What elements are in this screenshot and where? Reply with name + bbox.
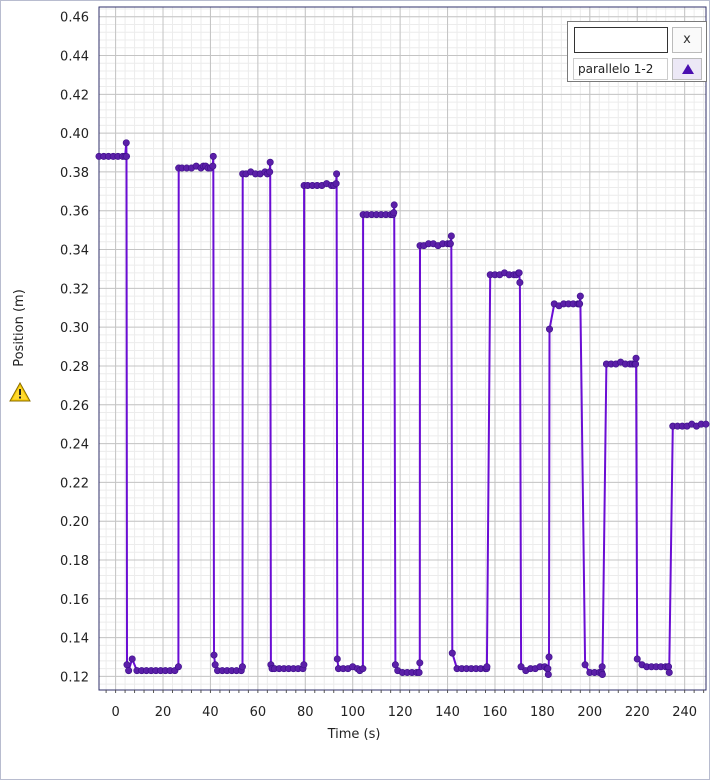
plot-border (98, 6, 707, 691)
y-tick-label: 0.18 (60, 554, 89, 569)
x-tick-label: 100 (340, 705, 365, 720)
y-tick-label: 0.32 (60, 282, 89, 297)
data-point[interactable] (359, 665, 367, 673)
data-point[interactable] (546, 325, 554, 333)
x-tick-label: 120 (388, 705, 413, 720)
triangle-marker-icon (682, 64, 694, 74)
data-point[interactable] (416, 659, 424, 667)
data-point[interactable] (702, 420, 710, 428)
x-axis-label: Time (s) (327, 727, 381, 742)
data-point[interactable] (332, 180, 340, 188)
data-point[interactable] (266, 168, 274, 176)
data-point[interactable] (665, 669, 673, 677)
data-point[interactable] (238, 663, 246, 671)
data-point[interactable] (209, 162, 217, 170)
y-tick-label: 0.16 (60, 593, 89, 608)
data-point[interactable] (123, 661, 131, 669)
legend-series-label: parallelo 1-2 (573, 58, 668, 80)
y-axis-label: Position (m) (12, 289, 27, 367)
x-tick-label: 80 (297, 705, 314, 720)
legend-series-marker-button[interactable] (672, 58, 702, 80)
x-tick-label: 200 (577, 705, 602, 720)
data-point[interactable] (598, 670, 606, 678)
data-point[interactable] (125, 667, 133, 675)
data-point[interactable] (632, 354, 640, 362)
data-point[interactable] (665, 663, 673, 671)
data-point[interactable] (446, 240, 454, 248)
x-tick-label: 180 (530, 705, 555, 720)
data-point[interactable] (333, 655, 341, 663)
y-tick-label: 0.34 (60, 244, 89, 259)
data-point[interactable] (447, 232, 455, 240)
data-point[interactable] (209, 152, 217, 160)
y-tick-label: 0.28 (60, 360, 89, 375)
plot-area[interactable] (99, 7, 706, 690)
data-point[interactable] (390, 209, 398, 217)
y-tick-label: 0.30 (60, 321, 89, 336)
data-point[interactable] (632, 360, 640, 368)
warning-icon[interactable] (9, 381, 31, 406)
data-point[interactable] (122, 139, 130, 147)
data-point[interactable] (123, 152, 131, 160)
data-point[interactable] (576, 300, 584, 308)
data-point[interactable] (211, 661, 219, 669)
y-tick-label: 0.12 (60, 670, 89, 685)
x-tick-label: 60 (250, 705, 267, 720)
y-tick-label: 0.38 (60, 166, 89, 181)
y-tick-label: 0.44 (60, 50, 89, 65)
data-point[interactable] (581, 661, 589, 669)
x-tick-label: 40 (202, 705, 219, 720)
data-point[interactable] (415, 669, 423, 677)
y-tick-label: 0.46 (60, 11, 89, 26)
data-point[interactable] (300, 661, 308, 669)
data-point[interactable] (210, 651, 218, 659)
data-point[interactable] (517, 663, 525, 671)
x-tick-label: 20 (155, 705, 172, 720)
data-point[interactable] (545, 653, 553, 661)
y-tick-label: 0.42 (60, 88, 89, 103)
y-tick-label: 0.26 (60, 399, 89, 414)
data-point[interactable] (576, 292, 584, 300)
data-point[interactable] (483, 663, 491, 671)
data-point[interactable] (174, 663, 182, 671)
legend: x parallelo 1-2 (567, 21, 707, 82)
y-tick-label: 0.24 (60, 438, 89, 453)
y-tick-label: 0.40 (60, 127, 89, 142)
data-point[interactable] (448, 649, 456, 657)
data-point[interactable] (516, 279, 524, 287)
data-point[interactable] (544, 670, 552, 678)
data-point[interactable] (544, 665, 552, 673)
data-point[interactable] (633, 655, 641, 663)
data-point[interactable] (390, 201, 398, 209)
data-point[interactable] (333, 170, 341, 178)
y-tick-label: 0.22 (60, 476, 89, 491)
data-point[interactable] (515, 269, 523, 277)
legend-title-input[interactable] (574, 27, 668, 53)
data-point[interactable] (266, 158, 274, 166)
y-tick-label: 0.20 (60, 515, 89, 530)
x-tick-label: 220 (625, 705, 650, 720)
legend-close-button[interactable]: x (672, 27, 702, 53)
y-tick-label: 0.36 (60, 205, 89, 220)
data-point[interactable] (598, 663, 606, 671)
y-tick-label: 0.14 (60, 632, 89, 647)
x-tick-label: 140 (435, 705, 460, 720)
x-tick-label: 240 (672, 705, 697, 720)
data-point[interactable] (128, 655, 136, 663)
x-tick-label: 160 (483, 705, 508, 720)
data-point[interactable] (391, 661, 399, 669)
x-tick-label: 0 (111, 705, 119, 720)
